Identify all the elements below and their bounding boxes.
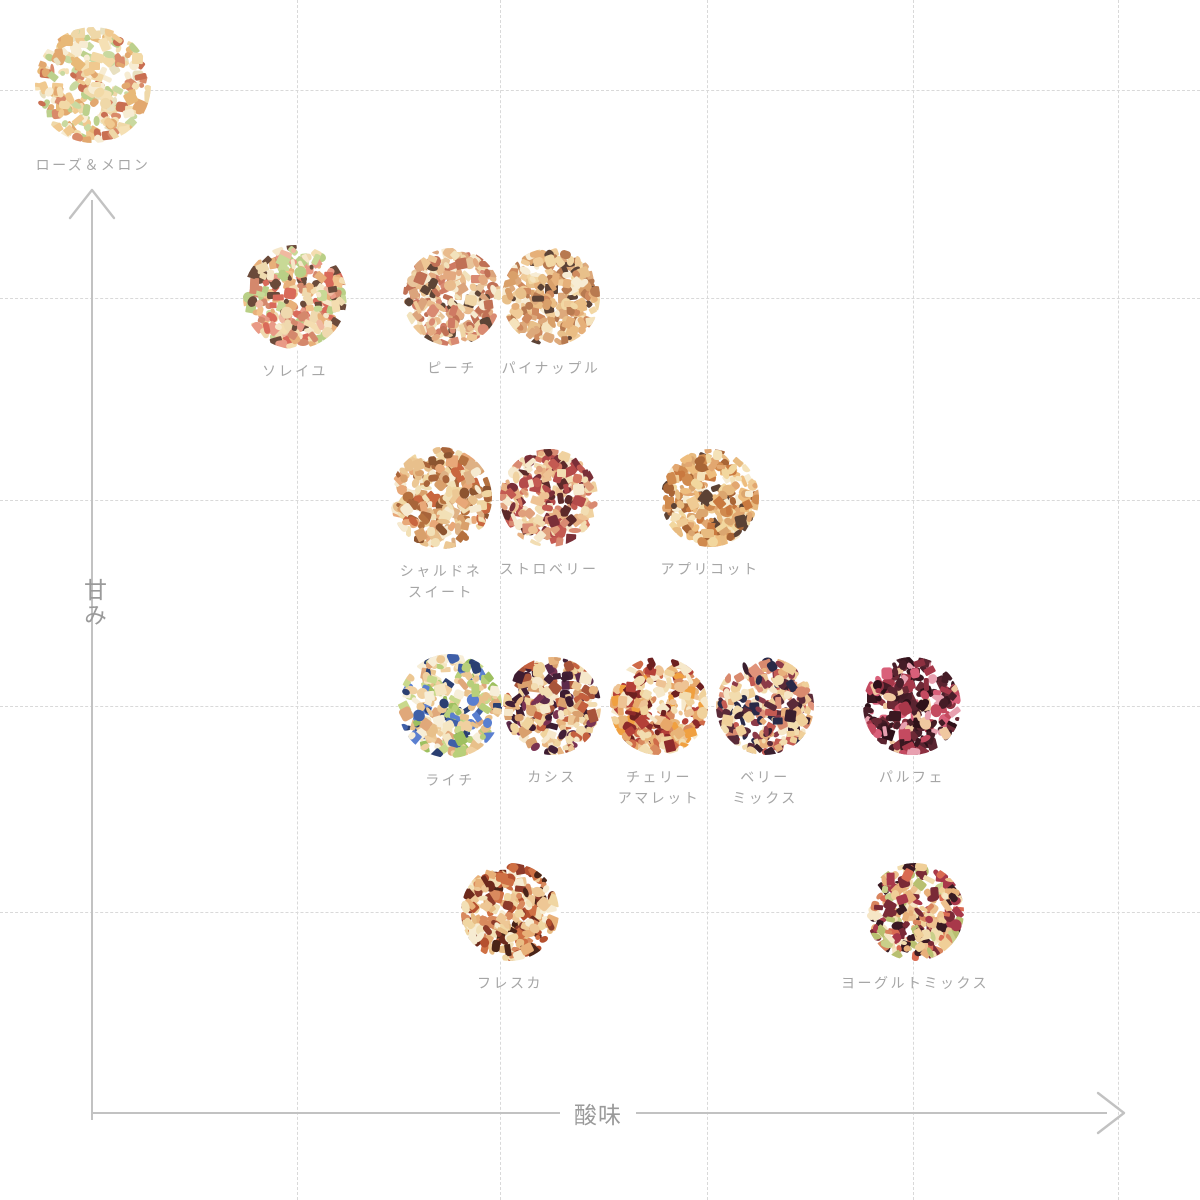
- data-point[interactable]: パイナップル: [502, 248, 600, 376]
- data-point[interactable]: ストロベリー: [500, 449, 598, 577]
- data-point-label: アプリコット: [660, 561, 760, 577]
- x-axis-arrow-icon: [1094, 1090, 1130, 1136]
- blend-texture: [863, 657, 961, 755]
- data-point-label: パイナップル: [501, 360, 601, 376]
- data-point[interactable]: パルフェ: [863, 657, 961, 785]
- blend-texture: [35, 27, 151, 143]
- blend-texture: [500, 449, 598, 547]
- tea-blend-swatch[interactable]: [661, 449, 759, 547]
- tea-blend-swatch[interactable]: [403, 248, 501, 346]
- blend-texture: [716, 657, 814, 755]
- blend-texture: [610, 657, 708, 755]
- data-point-label: カシス: [527, 769, 577, 785]
- data-point[interactable]: シャルドネ スイート: [390, 447, 492, 600]
- blend-texture: [390, 447, 492, 549]
- gridline-horizontal-0: [0, 90, 1200, 91]
- data-point-label: フレスカ: [477, 975, 543, 991]
- gridline-vertical-3: [913, 0, 914, 1200]
- x-axis-label-wrap: 酸味: [560, 1096, 636, 1130]
- tea-blend-swatch[interactable]: [866, 863, 964, 961]
- blend-texture: [403, 248, 501, 346]
- data-point[interactable]: ソレイユ: [243, 245, 347, 379]
- data-point[interactable]: カシス: [503, 657, 601, 785]
- tea-blend-swatch[interactable]: [398, 654, 502, 758]
- gridline-vertical-2: [707, 0, 708, 1200]
- data-point[interactable]: チェリー アマレット: [610, 657, 708, 806]
- y-axis-label: 甘み: [80, 578, 107, 628]
- blend-texture: [243, 245, 347, 349]
- gridline-horizontal-1: [0, 298, 1200, 299]
- data-point-label: シャルドネ スイート: [399, 563, 483, 600]
- tea-blend-swatch[interactable]: [863, 657, 961, 755]
- gridline-vertical-4: [1118, 0, 1119, 1200]
- gridline-horizontal-4: [0, 912, 1200, 913]
- blend-texture: [503, 657, 601, 755]
- gridline-horizontal-2: [0, 500, 1200, 501]
- data-point[interactable]: ライチ: [398, 654, 502, 788]
- blend-texture: [461, 863, 559, 961]
- tea-blend-swatch[interactable]: [243, 245, 347, 349]
- blend-texture: [398, 654, 502, 758]
- x-axis-label: 酸味: [574, 1102, 622, 1128]
- gridline-vertical-0: [297, 0, 298, 1200]
- data-point[interactable]: アプリコット: [661, 449, 759, 577]
- tea-blend-swatch[interactable]: [716, 657, 814, 755]
- blend-texture: [866, 863, 964, 961]
- tea-blend-swatch[interactable]: [35, 27, 151, 143]
- data-point-label: パルフェ: [879, 769, 945, 785]
- tea-blend-swatch[interactable]: [503, 657, 601, 755]
- tea-blend-swatch[interactable]: [610, 657, 708, 755]
- gridline-vertical-1: [500, 0, 501, 1200]
- tea-blend-swatch[interactable]: [500, 449, 598, 547]
- tea-blend-swatch[interactable]: [461, 863, 559, 961]
- data-point[interactable]: ヨーグルトミックス: [841, 863, 987, 991]
- blend-texture: [502, 248, 600, 346]
- y-axis-line: [91, 200, 93, 1120]
- blend-texture: [661, 449, 759, 547]
- tea-blend-swatch[interactable]: [502, 248, 600, 346]
- data-point-label: ローズ＆メロン: [35, 157, 151, 173]
- data-point[interactable]: フレスカ: [461, 863, 559, 991]
- y-axis-arrow-icon: [68, 186, 116, 220]
- data-point-label: ピーチ: [427, 360, 477, 376]
- data-point-label: ソレイユ: [262, 363, 328, 379]
- data-point[interactable]: ベリー ミックス: [716, 657, 814, 806]
- data-point[interactable]: ローズ＆メロン: [35, 27, 151, 173]
- data-point-label: ベリー ミックス: [732, 769, 798, 806]
- data-point-label: ライチ: [425, 772, 475, 788]
- data-point-label: ストロベリー: [499, 561, 599, 577]
- tea-blend-swatch[interactable]: [390, 447, 492, 549]
- data-point-label: ヨーグルトミックス: [840, 975, 990, 991]
- data-point-label: チェリー アマレット: [617, 769, 701, 806]
- data-point[interactable]: ピーチ: [403, 248, 501, 376]
